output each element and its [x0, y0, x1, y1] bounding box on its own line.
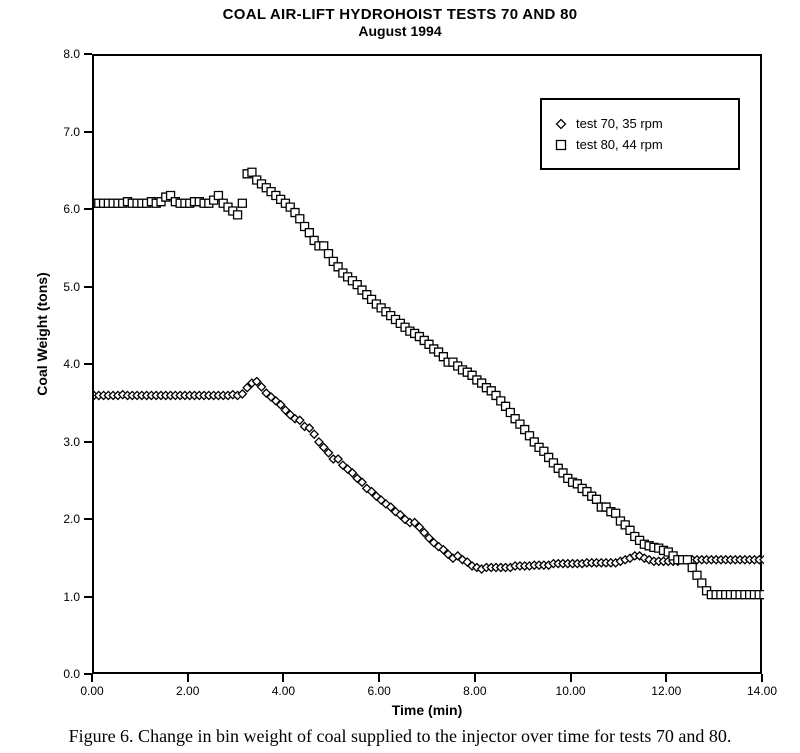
y-tick-label: 1.0	[50, 590, 80, 604]
series-test70	[94, 378, 764, 574]
legend-entry: test 70, 35 rpm	[554, 116, 724, 131]
legend-entry: test 80, 44 rpm	[554, 137, 724, 152]
x-tick-mark	[378, 674, 380, 682]
x-tick-mark	[665, 674, 667, 682]
data-point	[296, 215, 304, 223]
x-tick-mark	[761, 674, 763, 682]
x-tick-mark	[187, 674, 189, 682]
data-point	[234, 211, 242, 219]
y-tick-label: 0.0	[50, 667, 80, 681]
y-tick-label: 7.0	[50, 125, 80, 139]
figure-root: COAL AIR-LIFT HYDROHOIST TESTS 70 AND 80…	[0, 0, 800, 753]
data-point	[688, 564, 696, 572]
y-tick-label: 6.0	[50, 202, 80, 216]
x-tick-label: 6.00	[367, 684, 390, 698]
data-point	[248, 168, 256, 176]
y-tick-mark	[84, 596, 92, 598]
data-point	[683, 556, 691, 564]
y-tick-mark	[84, 441, 92, 443]
square-icon	[554, 138, 568, 152]
data-point	[693, 571, 701, 579]
figure-caption: Figure 6. Change in bin weight of coal s…	[0, 726, 800, 747]
data-point	[320, 242, 328, 250]
chart-title-line2: August 1994	[0, 23, 800, 39]
legend-label: test 80, 44 rpm	[576, 137, 663, 152]
y-tick-mark	[84, 518, 92, 520]
legend-label: test 70, 35 rpm	[576, 116, 663, 131]
data-point	[612, 509, 620, 517]
diamond-icon	[554, 117, 568, 131]
x-tick-mark	[282, 674, 284, 682]
y-tick-mark	[84, 286, 92, 288]
data-point	[238, 199, 246, 207]
y-tick-mark	[84, 53, 92, 55]
chart-title-block: COAL AIR-LIFT HYDROHOIST TESTS 70 AND 80…	[0, 6, 800, 39]
data-point	[310, 430, 318, 438]
y-tick-label: 5.0	[50, 280, 80, 294]
y-tick-label: 8.0	[50, 47, 80, 61]
y-tick-mark	[84, 673, 92, 675]
data-point	[593, 495, 601, 503]
chart-title-line1: COAL AIR-LIFT HYDROHOIST TESTS 70 AND 80	[0, 6, 800, 23]
y-tick-label: 2.0	[50, 512, 80, 526]
y-tick-mark	[84, 131, 92, 133]
data-point	[214, 192, 222, 200]
y-axis-label: Coal Weight (tons)	[34, 234, 50, 434]
legend-box: test 70, 35 rpm test 80, 44 rpm	[540, 98, 740, 170]
x-tick-label: 2.00	[176, 684, 199, 698]
y-tick-label: 3.0	[50, 435, 80, 449]
y-tick-mark	[84, 208, 92, 210]
x-tick-mark	[474, 674, 476, 682]
y-tick-label: 4.0	[50, 357, 80, 371]
x-tick-label: 10.00	[556, 684, 586, 698]
data-point	[760, 591, 764, 599]
data-point	[305, 229, 313, 237]
x-tick-label: 4.00	[272, 684, 295, 698]
x-axis-label: Time (min)	[92, 702, 762, 718]
x-tick-label: 14.00	[747, 684, 777, 698]
data-point	[325, 250, 333, 258]
y-tick-mark	[84, 363, 92, 365]
x-tick-mark	[570, 674, 572, 682]
x-tick-label: 8.00	[463, 684, 486, 698]
x-tick-mark	[91, 674, 93, 682]
x-tick-label: 12.00	[651, 684, 681, 698]
x-tick-label: 0.00	[80, 684, 103, 698]
data-point	[698, 579, 706, 587]
